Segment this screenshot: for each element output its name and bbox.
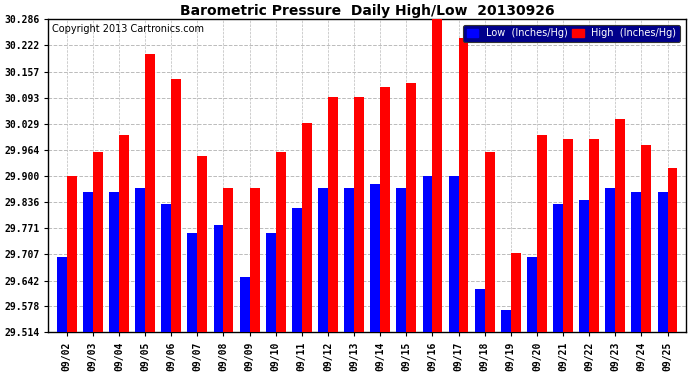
Bar: [553, 204, 563, 332]
Bar: [658, 192, 667, 332]
Bar: [135, 188, 145, 332]
Bar: [475, 290, 484, 332]
Bar: [380, 87, 390, 332]
Bar: [57, 257, 67, 332]
Bar: [119, 135, 129, 332]
Bar: [344, 188, 354, 332]
Bar: [667, 168, 678, 332]
Bar: [318, 188, 328, 332]
Bar: [537, 135, 547, 332]
Bar: [631, 192, 642, 332]
Bar: [197, 156, 207, 332]
Bar: [213, 225, 224, 332]
Bar: [292, 209, 302, 332]
Bar: [354, 97, 364, 332]
Bar: [93, 152, 103, 332]
Bar: [302, 123, 312, 332]
Bar: [501, 310, 511, 332]
Bar: [224, 188, 233, 332]
Bar: [171, 78, 181, 332]
Bar: [527, 257, 537, 332]
Bar: [396, 188, 406, 332]
Bar: [484, 152, 495, 332]
Bar: [422, 176, 433, 332]
Bar: [433, 18, 442, 332]
Bar: [161, 204, 171, 332]
Bar: [371, 184, 380, 332]
Legend: Low  (Inches/Hg), High  (Inches/Hg): Low (Inches/Hg), High (Inches/Hg): [464, 25, 680, 42]
Bar: [642, 146, 651, 332]
Bar: [563, 140, 573, 332]
Bar: [266, 232, 276, 332]
Bar: [276, 152, 286, 332]
Bar: [605, 188, 615, 332]
Bar: [188, 232, 197, 332]
Title: Barometric Pressure  Daily High/Low  20130926: Barometric Pressure Daily High/Low 20130…: [180, 4, 555, 18]
Text: Copyright 2013 Cartronics.com: Copyright 2013 Cartronics.com: [52, 24, 204, 34]
Bar: [328, 97, 338, 332]
Bar: [406, 82, 416, 332]
Bar: [145, 54, 155, 332]
Bar: [579, 200, 589, 332]
Bar: [615, 119, 625, 332]
Bar: [239, 277, 250, 332]
Bar: [67, 176, 77, 332]
Bar: [589, 140, 599, 332]
Bar: [109, 192, 119, 332]
Bar: [448, 176, 459, 332]
Bar: [83, 192, 93, 332]
Bar: [250, 188, 259, 332]
Bar: [511, 253, 521, 332]
Bar: [459, 38, 469, 332]
